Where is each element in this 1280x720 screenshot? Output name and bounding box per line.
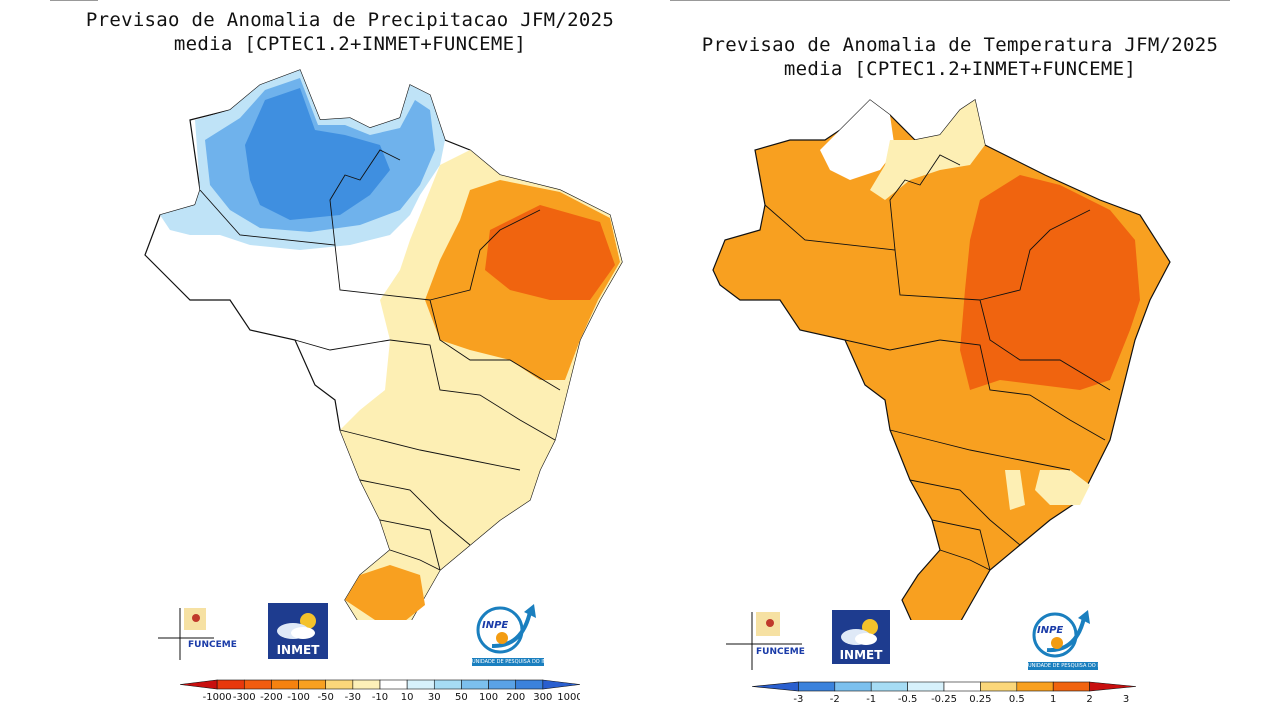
colorbar-tick-label: 1000: [557, 692, 580, 703]
state-borders: [199, 149, 561, 571]
inmet-logo: INMET: [832, 610, 890, 664]
funceme-logo: FUNCEME: [158, 608, 237, 662]
temp-light-south: [1005, 470, 1025, 510]
colorbar-swatch: [325, 679, 354, 690]
crosshair-icon: [726, 612, 802, 670]
temp-colorbar: -3 -2 -1 -0.5 -0.25 0.25 0.5 1 2 3: [752, 681, 1136, 705]
precip-map: [144, 69, 623, 620]
top-rule: [50, 0, 98, 1]
colorbar-tick-label: -0.5: [898, 694, 918, 705]
colorbar-tick-label: -100: [287, 692, 310, 703]
colorbar-swatch: [1089, 681, 1136, 692]
temp-light-southeast: [1035, 470, 1090, 505]
funceme-logo: FUNCEME: [726, 612, 806, 672]
colorbar-tick-label: 0.5: [1009, 694, 1025, 705]
colorbar-tick-label: -2: [830, 694, 840, 705]
colorbar-swatch: [1016, 681, 1054, 692]
colorbar-swatch: [216, 679, 245, 690]
colorbar-tick-label: -0.25: [931, 694, 957, 705]
colorbar-swatch: [488, 679, 517, 690]
colorbar-swatch: [907, 681, 945, 692]
colorbar-tick-label: -300: [233, 692, 256, 703]
colorbar-tick-label: 300: [533, 692, 552, 703]
sun-cloud-icon: [841, 619, 878, 645]
temp-dark-region: [960, 175, 1140, 390]
colorbar-tick-label: -30: [345, 692, 361, 703]
inpe-logo: INPE UNIDADE DE PESQUISA DO INPE: [472, 602, 544, 666]
colorbar-swatch: [980, 681, 1018, 692]
colorbar-tick-label: 50: [455, 692, 468, 703]
precip-orange-dark: [485, 205, 615, 300]
inpe-sublabel: UNIDADE DE PESQUISA DO INPE: [472, 658, 544, 666]
precipitation-panel: Previsao de Anomalia de Precipitacao JFM…: [50, 0, 623, 703]
colorbar-tick-label: 10: [401, 692, 414, 703]
colorbar-swatch: [542, 679, 580, 690]
temp-title: Previsao de Anomalia de Temperatura JFM/…: [640, 33, 1280, 81]
state-borders: [764, 154, 1111, 571]
inmet-label: INMET: [276, 643, 320, 657]
inpe-sublabel: UNIDADE DE PESQUISA DO INPE: [1028, 662, 1098, 670]
temp-title-line1: Previsao de Anomalia de Temperatura JFM/…: [701, 34, 1219, 56]
precip-blue-dark: [245, 88, 390, 220]
colorbar-tick-label: 0.25: [969, 694, 991, 705]
colorbar-swatch: [943, 681, 981, 692]
temp-title-line2: media [CPTEC1.2+INMET+FUNCEME]: [783, 58, 1137, 80]
colorbar-tick-label: -50: [318, 692, 334, 703]
colorbar-swatch: [379, 679, 408, 690]
colorbar-tick-label: 200: [506, 692, 525, 703]
colorbar-tick-label: 3: [1123, 694, 1129, 705]
colorbar-swatch: [515, 679, 544, 690]
colorbar-tick-label: -3: [793, 694, 803, 705]
funceme-label: FUNCEME: [756, 647, 805, 657]
colorbar-swatch: [352, 679, 381, 690]
colorbar-swatch: [461, 679, 489, 690]
inmet-label: INMET: [839, 648, 883, 662]
colorbar-swatch: [798, 681, 836, 692]
colorbar-tick-label: 2: [1086, 694, 1092, 705]
inpe-arrow-icon: [476, 604, 536, 654]
precip-title: Previsao de Anomalia de Precipitacao JFM…: [30, 8, 670, 56]
colorbar-tick-label: 1: [1050, 694, 1056, 705]
precip-title-line2: media [CPTEC1.2+INMET+FUNCEME]: [173, 33, 527, 55]
inpe-arrow-icon: [1032, 610, 1090, 658]
colorbar-swatch: [433, 679, 462, 690]
inmet-logo: INMET: [268, 603, 328, 659]
temp-white-north: [820, 100, 895, 180]
inpe-logo: INPE UNIDADE DE PESQUISA DO INPE: [1028, 608, 1098, 670]
crosshair-icon: [158, 608, 214, 660]
colorbar-tick-label: -1: [866, 694, 876, 705]
precip-title-line1: Previsao de Anomalia de Precipitacao JFM…: [85, 9, 615, 31]
colorbar-tick-label: -1000: [203, 692, 232, 703]
colorbar-swatch: [298, 679, 327, 690]
precip-orange-south: [345, 565, 425, 620]
precip-colorbar: -1000 -300 -200 -100 -50 -30 -10 10 30 50 100 200 30…: [180, 679, 580, 703]
temperature-map: [712, 99, 1171, 620]
sun-cloud-icon: [277, 613, 316, 639]
colorbar-swatch: [406, 679, 435, 690]
funceme-label: FUNCEME: [188, 640, 237, 650]
colorbar-swatch: [271, 679, 299, 690]
colorbar-tick-label: 100: [479, 692, 498, 703]
temp-light-north: [870, 100, 985, 200]
colorbar-swatch: [1052, 681, 1090, 692]
colorbar-swatch: [180, 679, 218, 690]
inpe-label: INPE: [1037, 625, 1064, 636]
colorbar-swatch: [243, 679, 272, 690]
colorbar-tick-label: -10: [372, 692, 388, 703]
top-rule: [670, 0, 1230, 1]
temperature-panel: Previsao de Anomalia de Temperatura JFM/…: [640, 0, 1280, 720]
inpe-label: INPE: [482, 620, 509, 631]
colorbar-swatch: [752, 681, 799, 692]
colorbar-tick-label: 30: [428, 692, 441, 703]
colorbar-tick-label: -200: [260, 692, 283, 703]
colorbar-swatch: [870, 681, 908, 692]
colorbar-swatch: [834, 681, 872, 692]
